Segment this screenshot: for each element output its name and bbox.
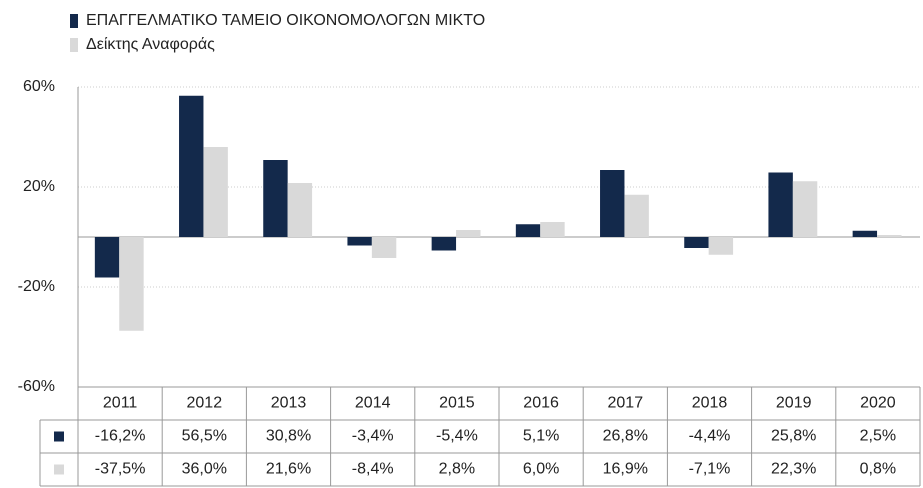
y-tick-label: -20% [18, 278, 55, 295]
data-label: -3,4% [352, 428, 394, 445]
legend-swatch [70, 14, 78, 28]
data-label: -8,4% [352, 461, 394, 478]
x-tick-label: 2018 [692, 395, 728, 412]
data-label: 6,0% [523, 461, 559, 478]
data-label: 2,5% [860, 428, 896, 445]
x-tick-label: 2015 [439, 395, 475, 412]
bar [852, 230, 878, 237]
bar [768, 172, 793, 237]
x-tick-label: 2020 [860, 395, 896, 412]
data-label: -37,5% [95, 461, 146, 478]
x-tick-label: 2012 [187, 395, 223, 412]
bar [600, 170, 625, 237]
bar [540, 222, 565, 237]
bar [179, 95, 204, 237]
x-tick-label: 2019 [776, 395, 812, 412]
data-label: 21,6% [266, 461, 311, 478]
bar [708, 237, 734, 255]
data-label: 16,9% [603, 461, 648, 478]
data-label: -7,1% [689, 461, 731, 478]
data-label: 56,5% [182, 428, 227, 445]
data-label: 0,8% [860, 461, 896, 478]
data-label: 26,8% [603, 428, 648, 445]
data-label: -16,2% [95, 428, 146, 445]
y-tick-label: -60% [18, 378, 55, 395]
x-tick-label: 2014 [355, 395, 391, 412]
bar [431, 237, 457, 251]
bar [94, 237, 120, 278]
table-swatch [54, 464, 64, 475]
data-label: 25,8% [771, 428, 816, 445]
bar [792, 181, 818, 237]
y-tick-label: 60% [23, 78, 55, 95]
x-tick-label: 2013 [271, 395, 307, 412]
data-label: 36,0% [182, 461, 227, 478]
bar [287, 183, 313, 237]
bar [203, 147, 228, 237]
bar [347, 237, 372, 246]
bar [877, 235, 902, 237]
data-label: 22,3% [771, 461, 816, 478]
legend-swatch [70, 38, 78, 52]
bar [684, 237, 709, 248]
data-label: 5,1% [523, 428, 559, 445]
bar [119, 237, 144, 331]
data-label: -5,4% [436, 428, 478, 445]
bar [515, 224, 541, 237]
table-swatch [54, 431, 64, 442]
legend-label: ΕΠΑΓΓΕΛΜΑΤΙΚΟ ΤΑΜΕΙΟ ΟΙΚΟΝΟΜΟΛΟΓΩΝ ΜΙΚΤΟ [86, 12, 485, 29]
data-label: 30,8% [266, 428, 311, 445]
legend-label: Δείκτης Αναφοράς [86, 36, 215, 53]
bar [456, 230, 481, 237]
data-label: -4,4% [689, 428, 731, 445]
y-tick-label: 20% [23, 178, 55, 195]
x-tick-label: 2016 [523, 395, 559, 412]
data-label: 2,8% [439, 461, 475, 478]
x-tick-label: 2011 [103, 395, 138, 412]
bar [624, 194, 649, 237]
bar [371, 237, 397, 258]
bar [263, 160, 288, 237]
x-tick-label: 2017 [608, 395, 644, 412]
